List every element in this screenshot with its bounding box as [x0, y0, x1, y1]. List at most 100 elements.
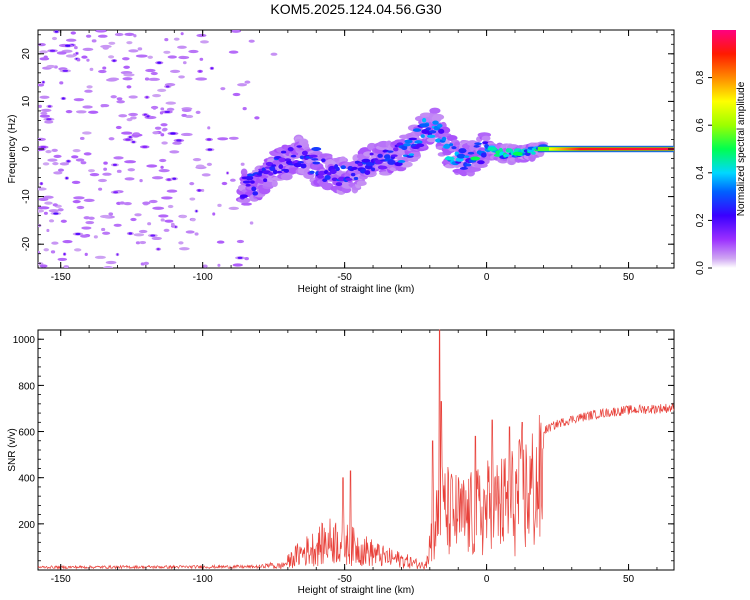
spectrogram-noise-spot	[83, 216, 91, 220]
spectrogram-signal-spot	[268, 172, 274, 176]
spectrogram-noise-core	[40, 182, 43, 185]
spectrogram-noise-spot	[103, 167, 108, 171]
spectrogram-signal-spot	[331, 177, 338, 182]
spectrogram-noise-spot	[244, 80, 251, 84]
spectrogram-noise-spot	[167, 55, 177, 59]
spectrogram-noise-spot	[145, 68, 156, 73]
spectrogram-noise-spot	[165, 101, 177, 105]
spectrogram-noise-spot	[43, 211, 48, 215]
spectrogram-noise-core	[226, 171, 229, 175]
spectrogram-signal-spot	[276, 170, 283, 174]
spectrogram-noise-spot	[162, 127, 168, 131]
spectrogram-noise-spot	[180, 132, 193, 137]
spectrogram-noise-spot	[39, 114, 51, 118]
spectrogram-signal-spot	[464, 163, 472, 167]
spectrogram-signal-spot	[249, 180, 255, 184]
spectrogram-noise-spot	[102, 172, 112, 176]
spectrogram-signal-spot	[404, 139, 413, 144]
spectrogram-y-tick-label: -20	[21, 237, 32, 252]
spectrogram-noise-spot	[178, 247, 190, 251]
spectrogram-noise-spot	[178, 75, 185, 79]
spectrogram-noise-spot	[212, 212, 216, 216]
colorbar-tick-label: 0.6	[695, 118, 706, 132]
spectrogram-noise-spot	[108, 41, 116, 45]
colorbar-gradient	[712, 30, 736, 268]
spectrogram-x-tick-label: 50	[623, 272, 635, 283]
spectrogram-noise-spot	[53, 154, 62, 159]
spectrogram-signal-spot	[311, 158, 319, 161]
spectrogram-signal-spot	[437, 123, 443, 128]
spectrogram-noise-spot	[62, 240, 73, 244]
spectrogram-peak-spot	[311, 147, 322, 151]
snr-series-line	[37, 329, 675, 571]
spectrogram-noise-spot	[249, 221, 254, 225]
spectrogram-noise-spot	[94, 255, 106, 259]
spectrogram-noise-core	[128, 136, 132, 139]
spectrogram-noise-spot	[152, 106, 157, 110]
spectrogram-noise-spot	[99, 214, 111, 219]
spectrogram-noise-spot	[38, 83, 45, 87]
spectrogram-noise-spot	[201, 188, 205, 193]
spectrogram-noise-spot	[38, 104, 42, 109]
spectrogram-noise-spot	[161, 141, 168, 145]
spectrogram-noise-spot	[123, 65, 130, 69]
spectrogram-noise-spot	[42, 162, 50, 166]
spectrogram-noise-spot	[59, 81, 64, 85]
spectrogram-noise-spot	[76, 205, 85, 210]
spectrogram-noise-spot	[89, 67, 94, 71]
spectrogram-noise-spot	[102, 231, 111, 235]
spectrogram-noise-spot	[73, 196, 85, 200]
spectrogram-noise-spot	[216, 240, 225, 244]
spectrogram-noise-spot	[40, 108, 52, 112]
spectrogram-halo-spot	[481, 135, 491, 141]
spectrogram-signal-spot	[397, 160, 406, 163]
spectrogram-signal-spot	[420, 134, 425, 138]
spectrogram-noise-spot	[122, 77, 133, 81]
spectrogram-noise-spot	[75, 158, 85, 162]
spectrogram-noise-core	[65, 177, 68, 180]
spectrogram-noise-spot	[163, 50, 171, 54]
spectrogram-noise-spot	[81, 226, 92, 230]
spectrogram-noise-core	[113, 191, 119, 194]
snr-x-ticks: -150 -100 -50 0 50	[51, 330, 658, 585]
spectrogram-noise-spot	[217, 203, 222, 207]
spectrogram-noise-spot	[195, 110, 201, 114]
spectrogram-noise-spot	[38, 187, 47, 191]
spectrogram-noise-core	[46, 118, 52, 121]
spectrogram-signal-spot	[329, 169, 337, 175]
spectrogram-signal-spot	[251, 186, 257, 192]
spectrogram-noise-spot	[113, 156, 124, 160]
spectrogram-noise-spot	[74, 46, 78, 50]
spectrogram-noise-spot	[113, 223, 122, 227]
spectrogram-noise-spot	[167, 204, 174, 209]
spectrogram-noise-spot	[65, 38, 77, 42]
spectrogram-signal-spot	[271, 164, 277, 167]
spectrogram-signal-spot	[401, 145, 408, 151]
spectrogram-noise-spot	[105, 78, 118, 82]
spectrogram-halo-spot	[432, 113, 445, 121]
spectrogram-halo-spot	[474, 162, 488, 169]
spectrogram-noise-spot	[45, 150, 52, 154]
spectrogram-noise-spot	[177, 45, 187, 49]
spectrogram-signal-spot	[383, 154, 391, 160]
spectrogram-noise-spot	[101, 227, 106, 232]
spectrogram-signal-spot	[312, 161, 321, 165]
spectrogram-noise-spot	[110, 95, 117, 99]
spectrogram-noise-core	[49, 49, 56, 52]
spectrogram-noise-core	[145, 96, 149, 99]
spectrogram-halo-spot	[446, 135, 458, 142]
spectrogram-noise-spot	[38, 250, 40, 255]
spectrogram-noise-spot	[135, 241, 141, 245]
colorbar: 0.0 0.2 0.4 0.6 0.8 Normalized spectral ampl…	[695, 30, 747, 275]
spectrogram-noise-spot	[144, 77, 150, 81]
spectrogram-noise-spot	[199, 57, 204, 61]
spectrogram-noise-spot	[85, 34, 92, 38]
spectrogram-y-tick-label: 20	[21, 48, 32, 60]
spectrogram-halo-spot	[429, 107, 441, 114]
spectrogram-noise-spot	[38, 209, 45, 213]
spectrogram-noise-spot	[194, 232, 199, 236]
spectrogram-signal-spot	[300, 163, 307, 169]
spectrogram-noise-spot	[122, 57, 130, 61]
